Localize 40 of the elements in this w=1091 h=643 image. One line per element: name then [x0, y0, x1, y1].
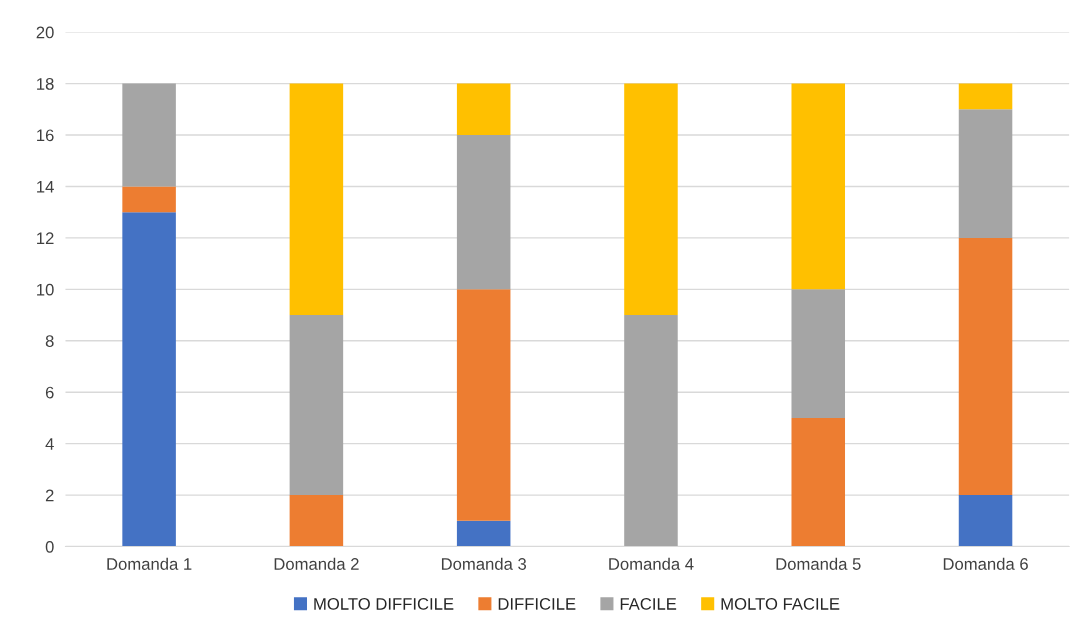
x-tick-label: Domanda 1: [107, 557, 192, 570]
bar: [456, 83, 511, 136]
y-tick-label: 0: [45, 540, 54, 553]
y-tick-label: 10: [37, 283, 54, 296]
bar: [456, 289, 511, 521]
y-tick-label: 20: [36, 26, 54, 39]
bar: [624, 315, 678, 547]
bar: [289, 83, 344, 316]
y-tick-label: 14: [37, 181, 54, 193]
x-tick-label: Domanda 2: [274, 557, 359, 570]
bar: [456, 520, 511, 547]
bar: [958, 495, 1013, 547]
bar: [958, 83, 1013, 110]
bar: [791, 417, 846, 547]
y-tick-label: 16: [37, 129, 54, 142]
legend-label: MOLTO DIFFICILE: [314, 598, 454, 610]
bar: [289, 315, 344, 496]
x-tick-label: Domanda 6: [943, 557, 1028, 570]
bar: [958, 109, 1013, 238]
bar: [122, 83, 176, 187]
legend-label: FACILE: [620, 598, 677, 610]
y-tick-label: 4: [45, 438, 54, 450]
bar: [791, 83, 846, 290]
y-tick-label: 18: [37, 77, 54, 90]
x-tick-label: Domanda 5: [776, 557, 861, 570]
y-tick-label: 12: [37, 232, 54, 244]
bar: [289, 495, 344, 547]
y-tick-label: 6: [45, 386, 54, 399]
x-tick-label: Domanda 4: [609, 557, 694, 570]
bar: [624, 83, 678, 316]
y-tick-label: 2: [45, 489, 54, 502]
bar: [122, 212, 176, 547]
legend-label: MOLTO FACILE: [721, 598, 840, 610]
bar: [122, 186, 176, 213]
x-tick-label: Domanda 3: [441, 557, 527, 570]
y-tick-label: 8: [45, 335, 54, 347]
legend-label: DIFFICILE: [498, 598, 576, 610]
bar: [958, 237, 1013, 496]
bar: [791, 289, 846, 418]
bar: [456, 135, 511, 290]
